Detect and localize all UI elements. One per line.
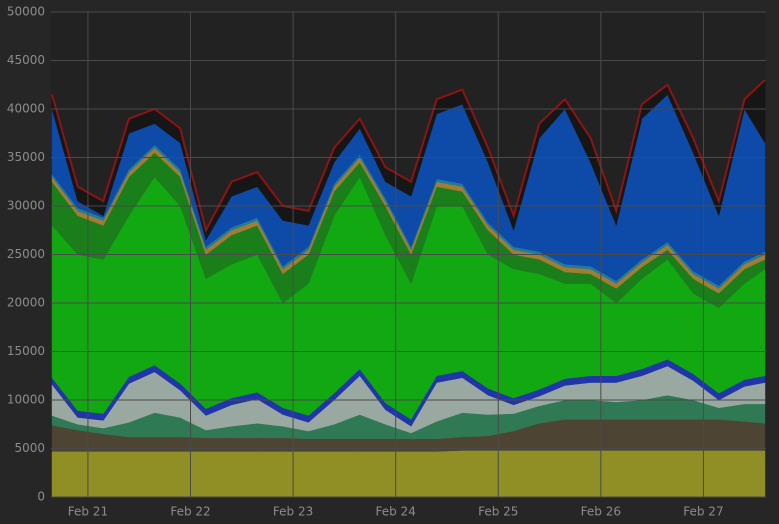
x-tick-label: Feb 23	[273, 505, 313, 519]
axes: 0 5000 10000 15000 20000 25000 30000 35000 40000…	[7, 5, 766, 519]
y-tick-label: 50000	[7, 5, 45, 19]
y-tick-label: 15000	[7, 344, 45, 358]
x-tick-label: Feb 26	[581, 505, 621, 519]
areas	[51, 79, 766, 498]
y-tick-label: 30000	[7, 199, 45, 213]
y-tick-label: 35000	[7, 150, 45, 164]
y-tick-label: 20000	[7, 296, 45, 310]
x-tick-label: Feb 21	[68, 505, 108, 519]
x-tick-label: Feb 27	[683, 505, 723, 519]
y-tick-label: 25000	[7, 247, 45, 261]
x-tick-label: Feb 25	[478, 505, 518, 519]
y-tick-label: 10000	[7, 393, 45, 407]
y-tick-label: 40000	[7, 102, 45, 116]
area	[51, 450, 766, 498]
x-tick-label: Feb 22	[170, 505, 210, 519]
y-tick-label: 0	[37, 490, 45, 504]
y-tick-label: 5000	[14, 441, 45, 455]
y-tick-label: 45000	[7, 53, 45, 67]
total-line	[51, 79, 766, 234]
x-tick-label: Feb 24	[376, 505, 416, 519]
